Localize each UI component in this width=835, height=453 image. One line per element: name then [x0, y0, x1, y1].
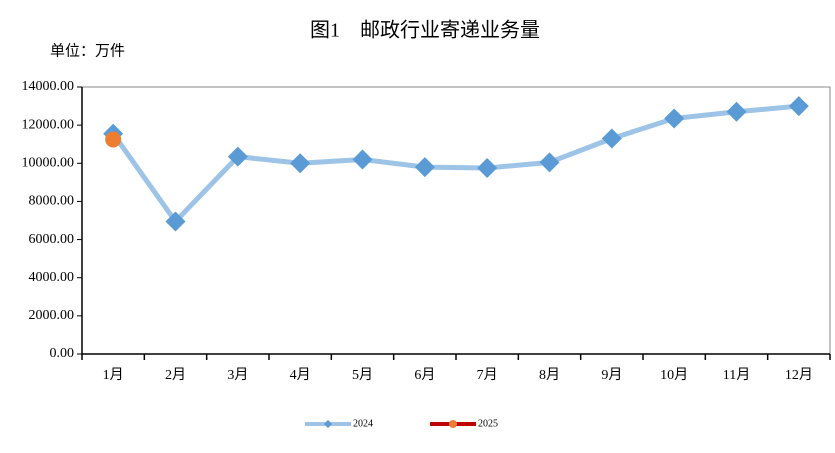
point-marker	[165, 211, 186, 232]
series-line	[111, 103, 800, 224]
x-tick-label: 7月	[477, 367, 498, 383]
chart-title: 图1 邮政行业寄递业务量	[310, 19, 540, 42]
y-tick-label: 12000.00	[22, 117, 75, 132]
y-tick-label: 8000.00	[29, 194, 75, 209]
x-tick-label: 5月	[352, 367, 373, 383]
legend-label: 2025	[478, 418, 498, 429]
point-marker	[788, 96, 809, 117]
point-marker	[352, 149, 373, 170]
point-marker	[105, 131, 122, 148]
plot-frame	[81, 86, 831, 355]
y-tick-label: 14000.00	[22, 79, 75, 94]
x-tick-label: 10月	[660, 367, 688, 383]
legend-marker	[449, 420, 457, 428]
x-tick-label: 3月	[227, 367, 248, 383]
x-tick-label: 1月	[103, 367, 124, 383]
x-tick-label: 4月	[290, 367, 311, 383]
x-tick-label: 2月	[165, 367, 186, 383]
y-tick-label: 4000.00	[29, 270, 75, 285]
point-marker	[414, 157, 435, 178]
x-tick-label: 8月	[539, 367, 560, 383]
x-tick-label: 11月	[723, 367, 750, 383]
x-tick-label: 9月	[601, 367, 622, 383]
x-tick-label: 12月	[785, 367, 813, 383]
unit-label: 单位：万件	[50, 42, 125, 59]
y-tick-label: 0.00	[50, 346, 75, 361]
legend-marker	[324, 420, 332, 428]
point-marker	[227, 146, 248, 167]
y-tick-label: 2000.00	[29, 308, 75, 323]
y-tick-label: 6000.00	[29, 232, 75, 247]
point-marker	[477, 158, 498, 179]
point-marker	[290, 153, 311, 174]
legend-label: 2024	[353, 418, 373, 429]
point-marker	[664, 108, 685, 129]
point-marker	[601, 128, 622, 149]
point-marker	[726, 101, 747, 122]
x-tick-label: 6月	[414, 367, 435, 383]
y-tick-label: 10000.00	[22, 156, 75, 171]
point-marker	[539, 152, 560, 173]
